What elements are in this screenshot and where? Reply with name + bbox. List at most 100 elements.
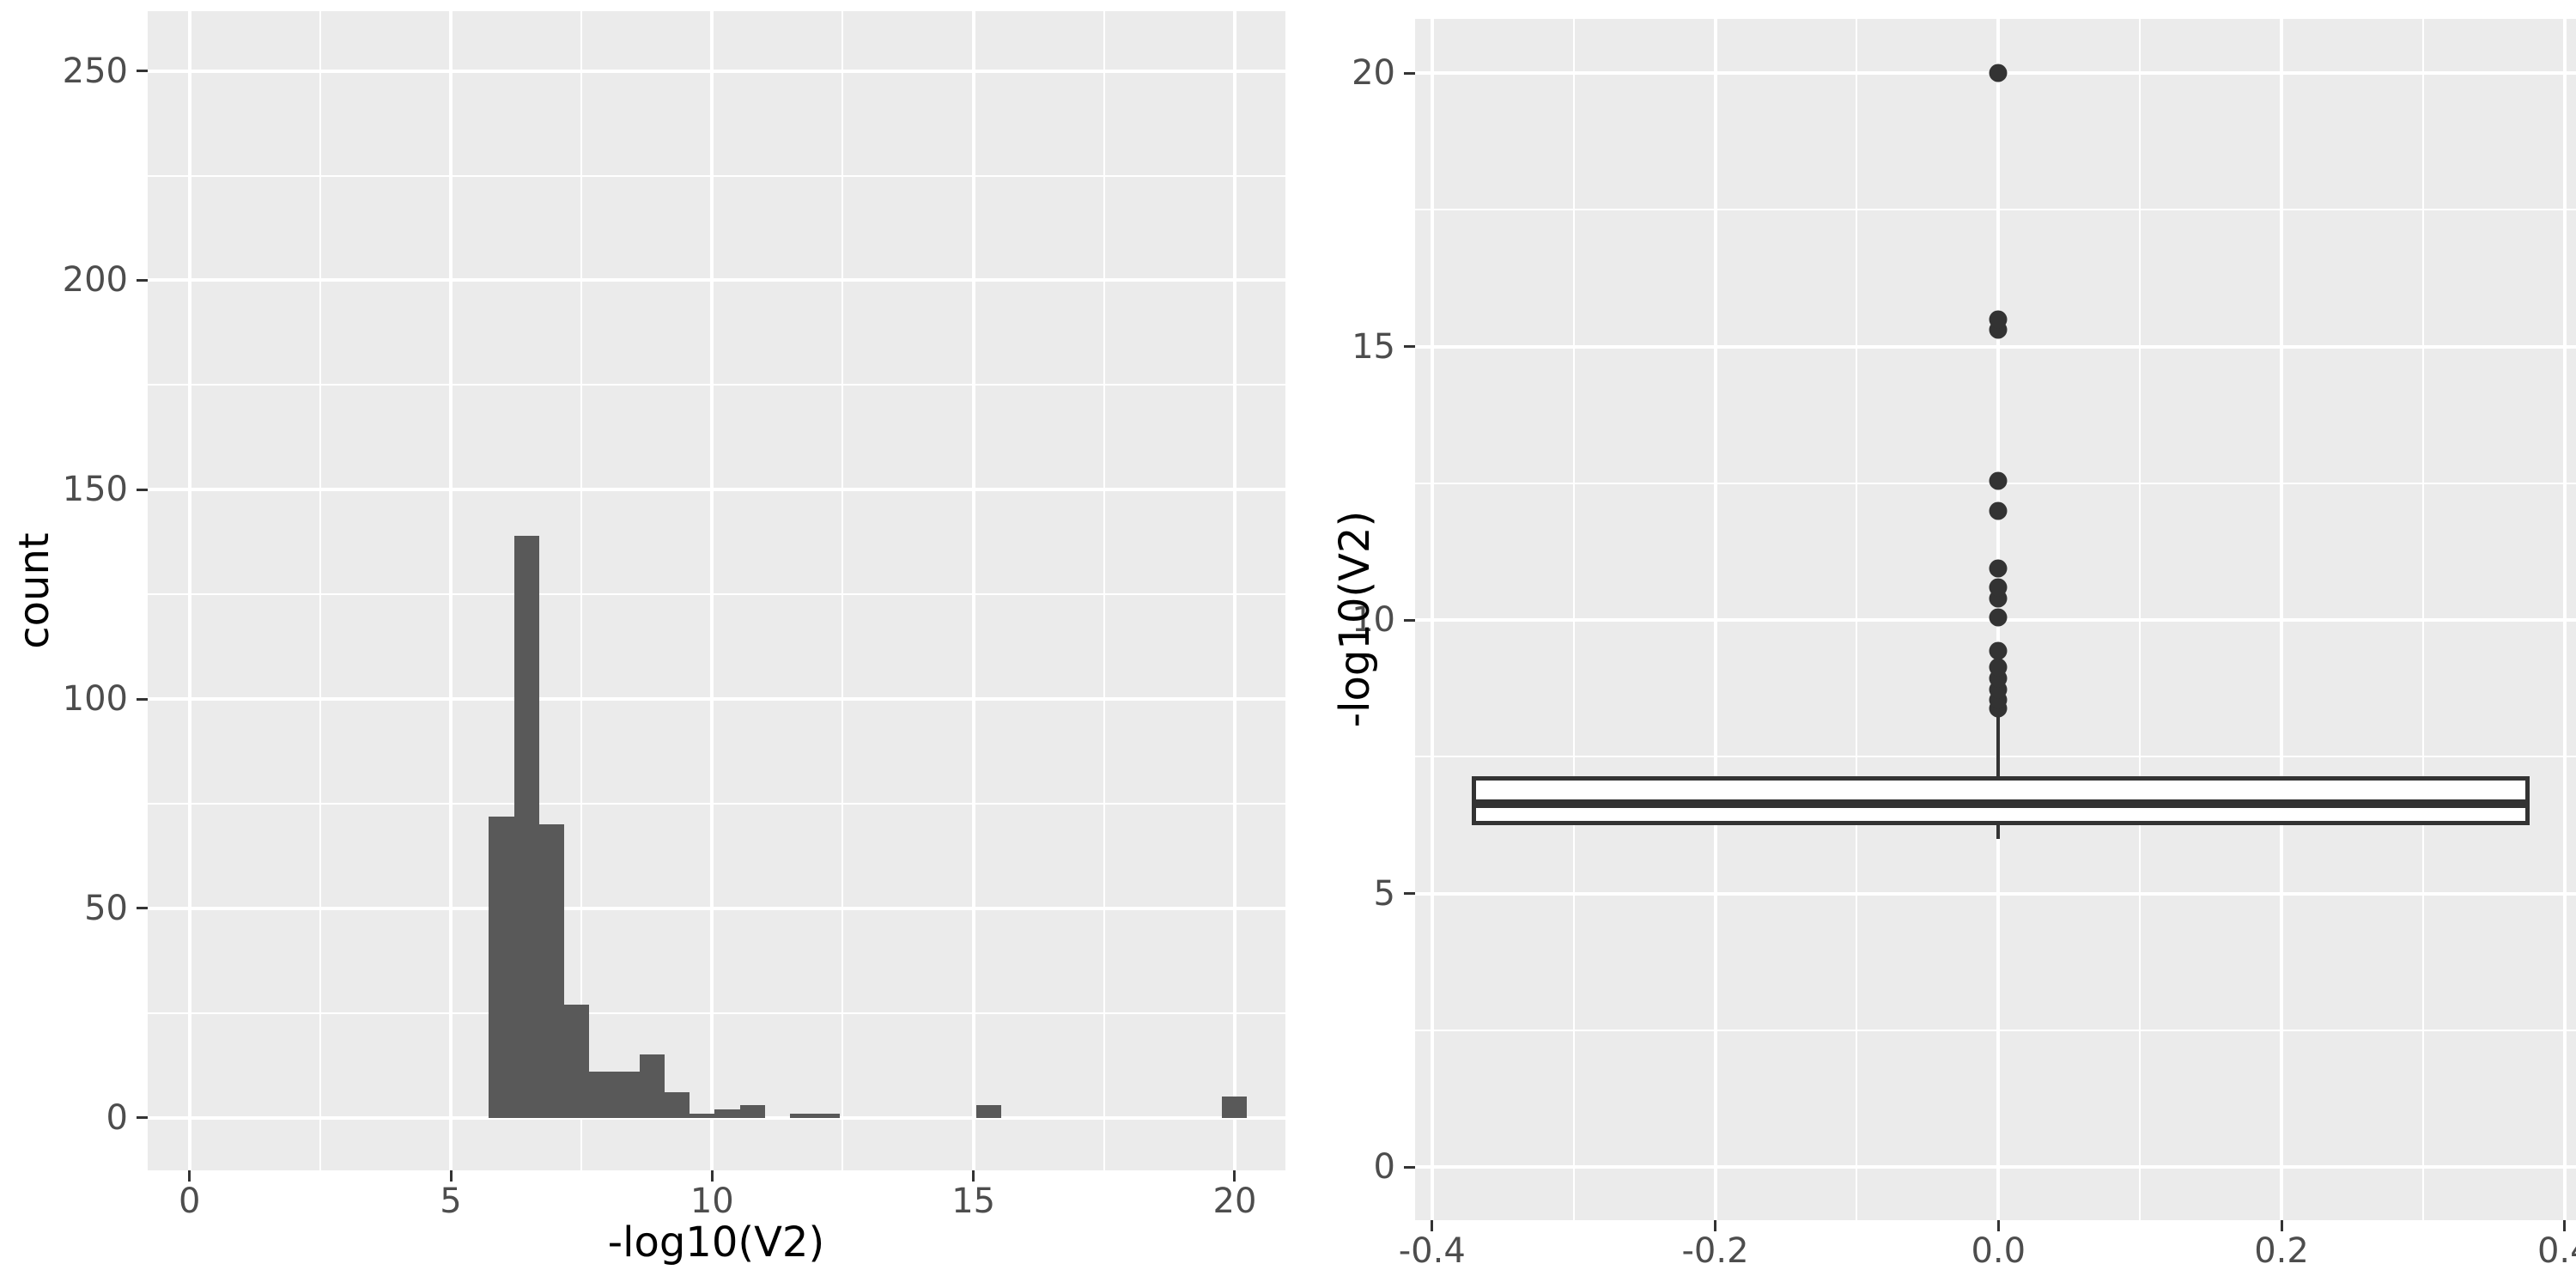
x-axis-tick <box>188 1170 191 1182</box>
x-tick-label: 0.4 <box>2537 1231 2576 1271</box>
x-minor-gridline <box>580 11 583 1170</box>
outlier-point <box>1989 559 2008 578</box>
median-line <box>1471 799 2530 808</box>
y-major-gridline <box>148 69 1285 73</box>
y-tick-label: 50 <box>84 888 128 928</box>
y-tick-label: 250 <box>62 51 128 91</box>
y-tick-label: 20 <box>1352 53 1395 94</box>
histogram-bar <box>639 1054 665 1118</box>
x-axis-tick <box>1431 1220 1434 1231</box>
x-tick-label: 20 <box>1212 1182 1257 1221</box>
y-axis-tick <box>137 70 148 73</box>
x-tick-label: 0.2 <box>2254 1231 2309 1271</box>
x-minor-gridline <box>2139 19 2142 1220</box>
y-axis-tick <box>137 278 148 282</box>
y-tick-label: 100 <box>62 679 128 720</box>
x-major-gridline <box>1996 19 2001 1220</box>
outlier-point <box>1989 690 2008 709</box>
histogram-bar <box>790 1113 816 1118</box>
y-tick-label: 5 <box>1373 873 1395 914</box>
y-tick-label: 10 <box>1352 600 1395 641</box>
y-axis-tick <box>1404 71 1415 75</box>
outlier-point <box>1989 680 2008 699</box>
histogram-bar <box>614 1071 640 1118</box>
x-major-gridline <box>2280 19 2284 1220</box>
x-tick-label: 0 <box>178 1182 201 1221</box>
upper-whisker <box>1996 713 2001 776</box>
histogram-bar <box>589 1071 615 1118</box>
y-minor-gridline <box>1415 756 2576 758</box>
y-minor-gridline <box>148 593 1285 596</box>
x-major-gridline <box>187 11 191 1170</box>
x-axis-tick <box>1714 1220 1717 1231</box>
y-major-gridline <box>1415 891 2576 896</box>
x-axis-tick <box>972 1170 975 1182</box>
y-major-gridline <box>148 906 1285 910</box>
y-major-gridline <box>1415 1165 2576 1170</box>
y-minor-gridline <box>148 384 1285 386</box>
x-major-gridline <box>1713 19 1717 1220</box>
x-major-gridline <box>2562 19 2567 1220</box>
x-axis-tick <box>449 1170 453 1182</box>
y-axis-tick <box>137 488 148 491</box>
histogram-y-axis-title: count <box>10 532 58 649</box>
x-minor-gridline <box>1572 19 1575 1220</box>
x-axis-tick <box>710 1170 714 1182</box>
x-axis-tick <box>2563 1220 2567 1231</box>
histogram-bar <box>975 1104 1001 1118</box>
x-major-gridline <box>971 11 975 1170</box>
histogram-bar <box>538 824 565 1118</box>
y-minor-gridline <box>148 802 1285 805</box>
outlier-point <box>1989 501 2008 520</box>
y-major-gridline <box>1415 618 2576 623</box>
histogram-x-axis-title: -log10(V2) <box>607 1218 825 1267</box>
y-axis-tick <box>137 907 148 910</box>
y-major-gridline <box>148 697 1285 702</box>
y-minor-gridline <box>148 174 1285 177</box>
outlier-point <box>1989 578 2008 597</box>
histogram-bar <box>664 1092 690 1118</box>
x-tick-label: 15 <box>951 1182 996 1221</box>
y-tick-label: 200 <box>62 260 128 301</box>
y-axis-tick <box>137 697 148 701</box>
x-tick-label: 10 <box>690 1182 734 1221</box>
y-major-gridline <box>148 1115 1285 1120</box>
y-major-gridline <box>148 278 1285 283</box>
x-axis-tick <box>1233 1170 1236 1182</box>
y-axis-tick <box>1404 345 1415 349</box>
outlier-point <box>1989 669 2008 688</box>
y-minor-gridline <box>1415 1029 2576 1031</box>
x-major-gridline <box>1430 19 1434 1220</box>
x-major-gridline <box>1232 11 1236 1170</box>
histogram-bar <box>815 1113 841 1118</box>
y-axis-tick <box>137 1116 148 1120</box>
x-major-gridline <box>710 11 714 1170</box>
y-minor-gridline <box>148 1012 1285 1014</box>
outlier-point <box>1989 658 2008 677</box>
outlier-point <box>1989 641 2008 660</box>
outlier-point <box>1989 589 2008 608</box>
y-tick-label: 0 <box>106 1097 128 1138</box>
y-tick-label: 0 <box>1373 1147 1395 1188</box>
x-minor-gridline <box>841 11 844 1170</box>
boxplot-y-axis-title: -log10(V2) <box>1331 510 1379 728</box>
lower-whisker <box>1996 825 2001 839</box>
y-major-gridline <box>148 488 1285 492</box>
x-minor-gridline <box>1856 19 1858 1220</box>
y-tick-label: 15 <box>1352 326 1395 367</box>
y-axis-tick <box>1404 618 1415 622</box>
y-major-gridline <box>1415 71 2576 76</box>
outlier-point <box>1989 699 2008 718</box>
x-major-gridline <box>449 11 453 1170</box>
x-tick-label: -0.4 <box>1398 1231 1466 1271</box>
outlier-point <box>1989 608 2008 627</box>
outlier-point <box>1989 471 2008 490</box>
x-minor-gridline <box>1103 11 1105 1170</box>
histogram-plot-panel <box>148 11 1285 1170</box>
boxplot-plot-panel <box>1415 19 2576 1220</box>
histogram-bar <box>489 816 514 1118</box>
y-axis-tick <box>1404 1165 1415 1169</box>
outlier-point <box>1989 310 2008 329</box>
